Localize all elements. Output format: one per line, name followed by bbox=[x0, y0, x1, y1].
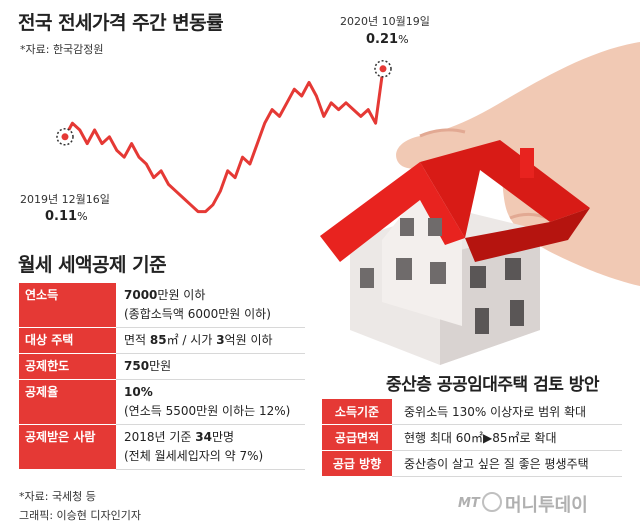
house-icon bbox=[320, 140, 590, 365]
row-value: 중산층이 살고 싶은 질 좋은 평생주택 bbox=[392, 450, 622, 477]
end-date-label: 2020년 10월19일 bbox=[340, 15, 430, 28]
monthly-rent-table: 연소득 7000만원 이하 (종합소득액 6000만원 이하) 대상 주택 면적… bbox=[19, 283, 305, 470]
row-label: 대상 주택 bbox=[19, 327, 116, 354]
row-label: 공제받은 사람 bbox=[19, 424, 116, 470]
logo-name: 머니투데이 bbox=[505, 495, 588, 516]
table-row: 소득기준 중위소득 130% 이상자로 범위 확대 bbox=[322, 399, 622, 425]
end-value-label: 0.21% bbox=[366, 32, 409, 47]
row-label: 공급면적 bbox=[322, 424, 392, 451]
table-row: 공제한도 750만원 bbox=[19, 353, 305, 380]
chart-source: *자료: 한국감정원 bbox=[20, 43, 104, 56]
row-label: 공제율 bbox=[19, 379, 116, 425]
footer-graphic-credit: 그래픽: 이승현 디자인기자 bbox=[19, 509, 142, 522]
end-point-marker-dot bbox=[379, 65, 387, 73]
table-row: 공제받은 사람 2018년 기준 34만명 (전체 월세세입자의 약 7%) bbox=[19, 424, 305, 470]
table-row: 공급 방향 중산층이 살고 싶은 질 좋은 평생주택 bbox=[322, 450, 622, 477]
public-rental-table: 소득기준 중위소득 130% 이상자로 범위 확대 공급면적 현행 최대 60㎡… bbox=[322, 399, 622, 477]
start-value-label: 0.11% bbox=[45, 209, 88, 224]
table-row: 연소득 7000만원 이하 (종합소득액 6000만원 이하) bbox=[19, 283, 305, 328]
row-value: 중위소득 130% 이상자로 범위 확대 bbox=[392, 399, 622, 425]
row-label: 연소득 bbox=[19, 283, 116, 328]
row-value: 현행 최대 60㎡▶85㎡로 확대 bbox=[392, 424, 622, 451]
row-label: 공급 방향 bbox=[322, 450, 392, 477]
monthly-rent-title: 월세 세액공제 기준 bbox=[18, 254, 167, 276]
series-line bbox=[63, 68, 385, 214]
start-date-label: 2019년 12월16일 bbox=[20, 193, 110, 206]
row-value: 750만원 bbox=[116, 353, 305, 380]
row-label: 공제한도 bbox=[19, 353, 116, 380]
logo-circle-icon bbox=[482, 492, 502, 512]
row-label: 소득기준 bbox=[322, 399, 392, 425]
row-value: 7000만원 이하 (종합소득액 6000만원 이하) bbox=[116, 283, 305, 328]
logo-mt: MT bbox=[458, 496, 480, 511]
start-point-marker-dot bbox=[61, 133, 69, 141]
row-value: 면적 85㎡ / 시가 3억원 이하 bbox=[116, 327, 305, 354]
chart-title: 전국 전세가격 주간 변동률 bbox=[18, 12, 224, 34]
footer-source: *자료: 국세청 등 bbox=[19, 490, 96, 503]
table-row: 대상 주택 면적 85㎡ / 시가 3억원 이하 bbox=[19, 327, 305, 354]
row-value: 10% (연소득 5500만원 이하는 12%) bbox=[116, 379, 305, 425]
row-value: 2018년 기준 34만명 (전체 월세세입자의 약 7%) bbox=[116, 424, 305, 470]
table-row: 공제율 10% (연소득 5500만원 이하는 12%) bbox=[19, 379, 305, 425]
hand-holding-house-illustration bbox=[320, 42, 640, 365]
public-rental-title: 중산층 공공임대주택 검토 방안 bbox=[386, 375, 600, 395]
table-row: 공급면적 현행 최대 60㎡▶85㎡로 확대 bbox=[322, 424, 622, 451]
